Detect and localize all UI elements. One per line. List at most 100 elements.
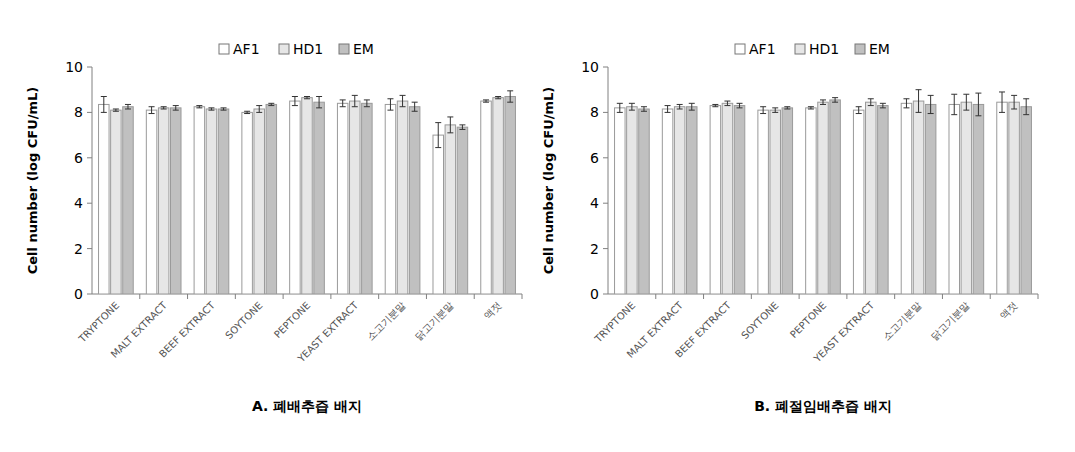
chart: 0246810Cell number (log CFU/mL)TRYPTONEM… — [25, 41, 522, 414]
error-bar — [737, 103, 743, 108]
error-bar — [412, 102, 418, 111]
error-cap — [772, 107, 778, 108]
bar — [445, 125, 456, 294]
bar — [1009, 102, 1020, 294]
y-tick-label: 6 — [74, 150, 83, 166]
y-axis — [92, 67, 93, 294]
error-cap — [387, 110, 393, 111]
error-cap — [483, 99, 489, 100]
error-bar — [221, 108, 227, 110]
error-bar — [340, 100, 346, 107]
error-cap — [820, 104, 826, 105]
x-tick — [990, 294, 991, 299]
x-tick-label: YEAST EXTRACT — [811, 299, 877, 365]
error-cap — [292, 105, 298, 106]
error-stem — [342, 100, 343, 107]
error-bar — [173, 106, 179, 111]
error-bar — [459, 125, 465, 130]
y-axis-label: Cell number (log CFU/mL) — [25, 87, 40, 275]
error-cap — [808, 108, 814, 109]
error-cap — [101, 96, 107, 97]
bar — [481, 101, 492, 294]
error-stem — [1026, 99, 1027, 115]
error-stem — [259, 106, 260, 113]
bar — [385, 104, 396, 294]
error-stem — [354, 95, 355, 106]
error-bar — [268, 103, 274, 105]
error-stem — [906, 99, 907, 108]
error-cap — [268, 103, 274, 104]
x-tick — [187, 294, 188, 299]
bar — [362, 103, 373, 294]
bar — [770, 110, 781, 294]
error-stem — [727, 101, 728, 106]
x-tick — [330, 294, 331, 299]
error-cap — [832, 97, 838, 98]
error-cap — [1023, 114, 1029, 115]
y-tick — [603, 157, 608, 158]
y-tick — [87, 157, 92, 158]
y-tick — [603, 67, 608, 68]
error-cap — [149, 106, 155, 107]
error-bar — [196, 106, 202, 108]
error-bar — [689, 103, 695, 110]
error-stem — [462, 125, 463, 130]
error-cap — [928, 95, 934, 96]
error-bar — [760, 107, 766, 114]
bar — [350, 101, 361, 294]
x-tick-label: BEEF EXTRACT — [673, 299, 734, 360]
error-cap — [784, 108, 790, 109]
bar — [111, 110, 122, 294]
error-cap — [208, 107, 214, 108]
x-tick-label: TRYPTONE — [592, 300, 637, 345]
error-bar — [903, 99, 909, 108]
error-bar — [364, 100, 370, 107]
bar — [493, 98, 504, 294]
bar — [818, 102, 829, 294]
error-bar — [447, 117, 453, 133]
bar — [99, 104, 110, 294]
error-bar — [856, 107, 862, 114]
legend-swatch — [795, 44, 805, 54]
error-cap — [412, 102, 418, 103]
error-bar — [483, 100, 489, 102]
error-cap — [459, 129, 465, 130]
error-stem — [978, 93, 979, 116]
bar — [206, 109, 217, 294]
error-cap — [689, 110, 695, 111]
bar — [866, 102, 877, 294]
x-tick — [283, 294, 284, 299]
bar — [615, 108, 626, 294]
error-stem — [294, 97, 295, 106]
error-cap — [244, 113, 250, 114]
y-tick — [603, 203, 608, 204]
bar — [639, 109, 650, 294]
bar — [254, 109, 265, 294]
y-tick — [603, 294, 608, 295]
error-bar — [400, 95, 406, 106]
figure: 0246810Cell number (log CFU/mL)TRYPTONEM… — [0, 0, 1075, 452]
error-bar — [292, 97, 298, 106]
error-cap — [737, 107, 743, 108]
error-cap — [173, 105, 179, 106]
error-cap — [101, 112, 107, 113]
error-cap — [447, 132, 453, 133]
y-tick-label: 2 — [74, 241, 83, 257]
error-bar — [665, 106, 671, 113]
error-bar — [208, 108, 214, 110]
y-tick — [603, 112, 608, 113]
error-bar — [880, 103, 886, 108]
bar — [266, 104, 277, 294]
bar — [782, 108, 793, 294]
legend-swatch — [855, 44, 865, 54]
error-cap — [963, 110, 969, 111]
error-cap — [724, 101, 730, 102]
bar — [878, 106, 889, 294]
error-bar — [629, 103, 635, 110]
error-stem — [127, 104, 128, 109]
error-cap — [808, 106, 814, 107]
error-stem — [823, 100, 824, 105]
error-bar — [113, 109, 119, 111]
x-tick — [378, 294, 379, 299]
legend-swatch — [219, 44, 229, 54]
